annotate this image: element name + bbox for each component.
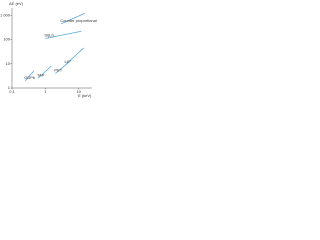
x-axis-label: E (keV) [78, 93, 92, 98]
series-line [55, 59, 72, 74]
y-axis-label: ΔE (eV) [9, 1, 24, 6]
x-tick-label: 10 [76, 89, 81, 94]
series-line [61, 13, 85, 25]
x-tick-label: 1 [44, 89, 47, 94]
series-label: TAP [37, 72, 45, 77]
x-tick-label: 0.1 [9, 89, 15, 94]
series-label: LiF [64, 59, 70, 64]
series-label: Counter proportional [60, 18, 97, 23]
series-line [65, 47, 84, 66]
series-label: ODPb [24, 75, 36, 80]
y-tick-label: 10 [6, 61, 11, 66]
y-tick-label: 100 [3, 37, 10, 42]
y-tick-label: 1 000 [0, 12, 11, 17]
series-line [45, 30, 82, 39]
series-label: Si(Li) [44, 33, 54, 38]
y-tick-label: 1 [8, 85, 11, 90]
series-line [37, 65, 52, 79]
series-label: PET [54, 67, 62, 72]
series-line [24, 70, 35, 81]
